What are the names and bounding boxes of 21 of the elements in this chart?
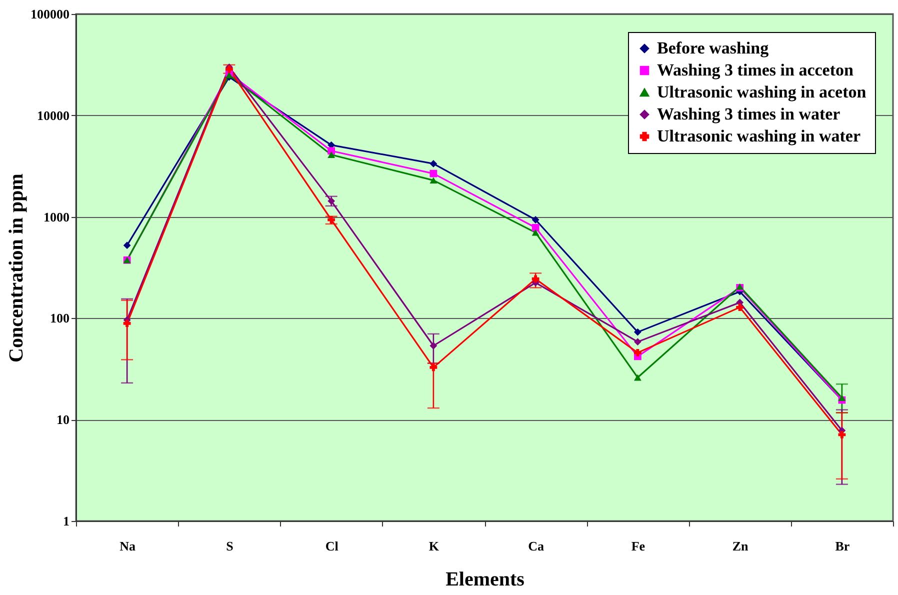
x-tick-label: Fe (631, 538, 646, 554)
y-tick-label: 10 (56, 412, 70, 428)
legend-label: Ultrasonic washing in aceton (657, 82, 867, 102)
y-axis-title: Concentration in ppm (6, 173, 28, 362)
x-tick-label: Zn (732, 538, 750, 554)
x-axis-title: Elements (446, 568, 525, 590)
x-tick-label: Ca (528, 538, 545, 554)
x-tick-label: Na (120, 538, 136, 554)
legend-label: Washing 3 times in acceton (657, 60, 854, 80)
x-tick-label: K (428, 538, 440, 554)
y-tick-label: 1 (63, 514, 70, 528)
x-tick-label: S (226, 538, 234, 554)
legend-label: Before washing (657, 38, 770, 58)
y-tick-label: 100 (50, 310, 70, 326)
y-tick-label: 10000 (37, 108, 70, 123)
y-tick-label: 1000 (44, 209, 70, 224)
legend-label: Ultrasonic washing in water (657, 126, 861, 146)
x-tick-label: Br (835, 538, 850, 554)
x-tick-label: Cl (325, 538, 339, 554)
legend-label: Washing 3 times in water (657, 104, 841, 124)
y-tick-label: 100000 (30, 6, 70, 22)
